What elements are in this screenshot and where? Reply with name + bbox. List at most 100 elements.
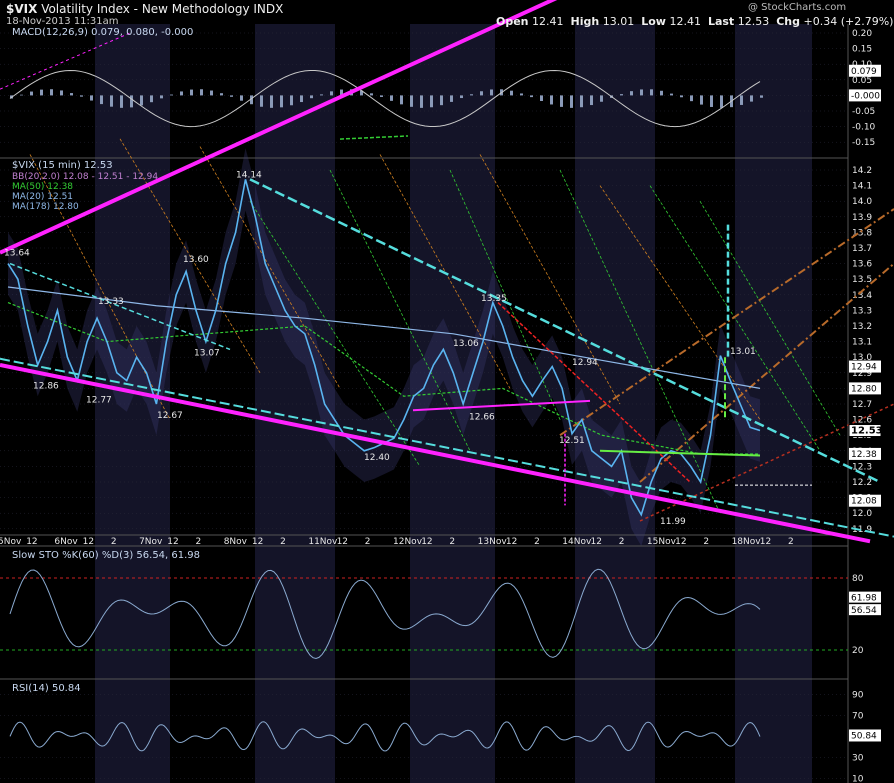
macd-tick-label: 0.15 [852, 45, 872, 55]
macd-histogram-bar [690, 95, 693, 102]
x-tick-label: 12Nov [393, 537, 423, 547]
cyan-trendline [249, 178, 881, 484]
lower-trendline [0, 363, 871, 544]
price-tag [849, 447, 881, 460]
x-tick-label: 18Nov [732, 537, 762, 547]
open-value: 12.41 [532, 15, 564, 28]
macd-value-tag [849, 89, 881, 102]
macd-histogram-bar [330, 91, 333, 96]
macd-histogram-bar [100, 95, 103, 105]
macd-histogram-bar [310, 95, 313, 99]
ma178-line [7, 286, 761, 389]
chart-date: 18-Nov-2013 11:31am [6, 16, 119, 27]
macd-histogram-bar [210, 90, 213, 96]
macd-histogram-bar [110, 95, 113, 107]
sto-tick-label: 80 [852, 574, 864, 584]
price-annotation: 11.99 [660, 517, 686, 527]
macd-histogram-bar [180, 91, 183, 96]
price-tag-label: 12.08 [851, 497, 877, 507]
rsi-tick-label: 10 [852, 774, 864, 783]
channel-line [639, 403, 894, 522]
price-tick-label: 13.0 [852, 353, 872, 363]
price-tick-label: 14.0 [852, 197, 872, 207]
macd-histogram-bar [370, 93, 373, 96]
high-label: High [570, 15, 600, 28]
legend-ma20: MA(20) 12.51 [12, 192, 74, 202]
macd-line [9, 69, 761, 128]
x-tick-label: 12 [252, 537, 263, 547]
macd-histogram-bar [620, 94, 623, 96]
chg-label: Chg [776, 15, 800, 28]
macd-histogram-bar [240, 95, 243, 101]
macd-tick-label: 0.20 [852, 29, 872, 39]
fan-line [479, 154, 621, 405]
price-tag [849, 360, 881, 373]
macd-histogram-bar [640, 89, 643, 96]
sto-tick-label: 20 [852, 646, 864, 656]
legend-ma178: MA(178) 12.80 [12, 202, 79, 212]
sto-label: Slow STO %K(60) %D(3) 56.54, 61.98 [12, 550, 201, 561]
low-label: Low [641, 15, 666, 28]
macd-histogram-bar [760, 95, 763, 98]
macd-histogram-bar [580, 95, 583, 108]
x-tick-label: 12 [337, 537, 348, 547]
price-tick-label: 13.1 [852, 338, 872, 348]
x-tick-label: 13Nov [478, 537, 508, 547]
macd-value-tag-label: 0.079 [851, 67, 877, 77]
price-tick-label: 14.1 [852, 182, 872, 192]
fan-line [699, 200, 841, 436]
x-tick-label: 12 [421, 537, 432, 547]
price-tag-label: 12.94 [851, 363, 877, 373]
macd-histogram-bar [150, 95, 153, 103]
price-annotation: 12.86 [33, 381, 59, 391]
cyan-trendline [9, 262, 231, 351]
price-tick-label: 12.6 [852, 416, 872, 426]
macd-histogram-bar [460, 95, 463, 99]
price-tick-label: 12.0 [852, 509, 872, 519]
price-annotation: 12.51 [559, 436, 585, 446]
macd-label: MACD(12,26,9) 0.079, 0.080, -0.000 [12, 27, 194, 38]
upper-trendline [0, 0, 558, 255]
sto-value-tag-label: 61.98 [851, 594, 877, 604]
x-tick-label: 12 [167, 537, 178, 547]
sto-k-line [9, 568, 761, 659]
price-panel-title: $VIX (15 min) 12.53 [12, 160, 113, 171]
macd-histogram-bar [410, 95, 413, 107]
macd-value-tag-label: -0.000 [851, 91, 880, 101]
macd-histogram-bar [200, 89, 203, 96]
x-tick-label: 2 [619, 537, 625, 547]
macd-histogram-bar [400, 95, 403, 105]
macd-histogram-bar [340, 89, 343, 96]
ma50-line [7, 302, 760, 455]
macd-histogram-bar [120, 95, 123, 108]
price-tick-label: 13.6 [852, 260, 872, 270]
macd-histogram-bar [140, 95, 143, 106]
macd-histogram-bar [160, 95, 163, 99]
price-annotation: 14.14 [236, 171, 262, 181]
price-tag-label: 12.53 [851, 426, 883, 437]
macd-histogram-bar [710, 95, 713, 107]
macd-histogram-bar [130, 95, 133, 108]
x-tick-label: 2 [534, 537, 540, 547]
high-value: 13.01 [602, 15, 635, 28]
macd-histogram-bar [280, 95, 283, 108]
x-tick-label: 2 [280, 537, 286, 547]
x-tick-label: 12 [83, 537, 94, 547]
session-band [575, 24, 655, 783]
x-tick-label: 6Nov [54, 537, 78, 547]
price-tag [849, 382, 881, 395]
bollinger-band [8, 148, 760, 546]
macd-histogram-bar [520, 93, 523, 96]
macd-histogram-bar [230, 95, 233, 97]
symbol-name: Volatility Index - New Methodology [41, 2, 250, 16]
x-tick-label: 8Nov [224, 537, 248, 547]
macd-tick-label: -0.10 [852, 123, 876, 133]
price-annotation: 13.35 [481, 294, 507, 304]
macd-histogram-bar [680, 95, 683, 98]
x-tick-label: 7Nov [139, 537, 163, 547]
low-value: 12.41 [669, 15, 701, 28]
price-tick-label: 13.8 [852, 228, 872, 238]
macd-histogram-bar [630, 91, 633, 96]
price-annotation: 12.66 [469, 412, 495, 422]
sto-value-tag [849, 604, 881, 616]
